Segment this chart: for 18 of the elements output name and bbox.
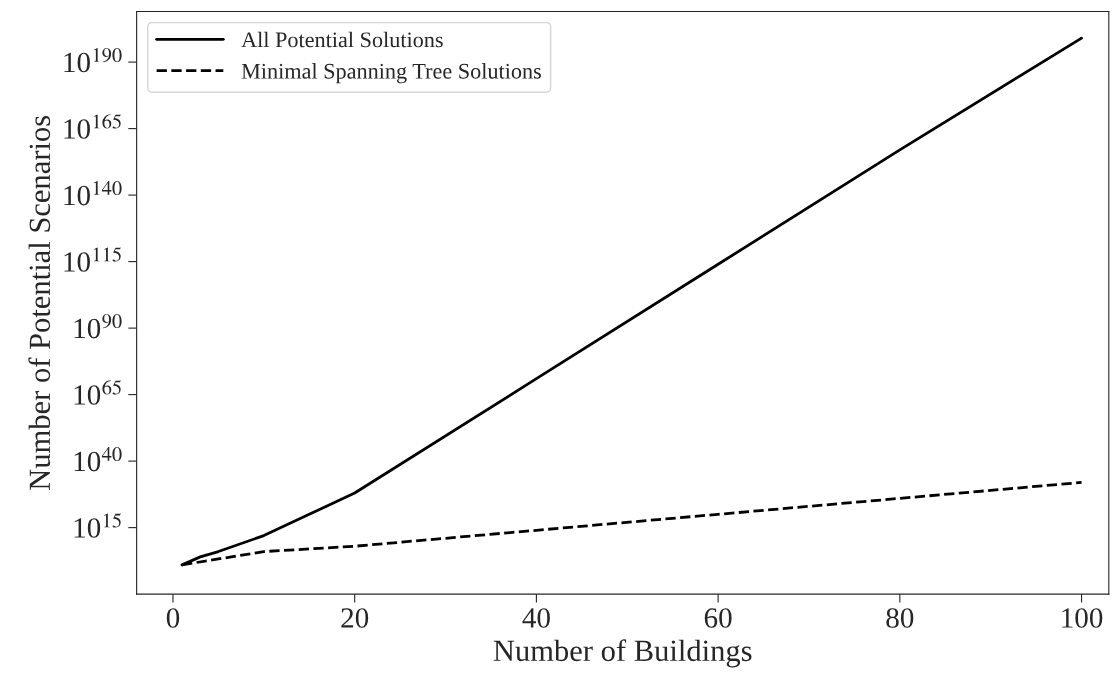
- x-tick-label: 0: [166, 608, 180, 628]
- y-tick-label: 10$^{140}$: [64, 181, 122, 206]
- y-tick-label: 10$^{15}$: [74, 513, 121, 538]
- legend-label: All Potential Solutions: [241, 31, 443, 48]
- x-tick-label: 100: [1062, 608, 1103, 628]
- y-tick-label: 10$^{115}$: [64, 247, 121, 272]
- x-tick-label: 80: [886, 608, 914, 628]
- y-tick-label: 10$^{40}$: [74, 447, 122, 472]
- legend-label: Minimal Spanning Tree Solutions: [241, 63, 541, 84]
- y-tick-label: 10$^{65}$: [74, 380, 121, 405]
- y-tick-label: 10$^{190}$: [64, 48, 122, 73]
- y-tick-label: 10$^{90}$: [74, 314, 122, 339]
- x-tick-label: 40: [522, 608, 550, 628]
- x-tick-label: 60: [704, 608, 732, 628]
- y-tick-label: 10$^{165}$: [64, 114, 121, 139]
- y-axis-title: Number of Potential Scenarios: [28, 115, 51, 490]
- x-tick-label: 20: [341, 608, 369, 628]
- x-axis-title: Number of Buildings: [493, 639, 752, 668]
